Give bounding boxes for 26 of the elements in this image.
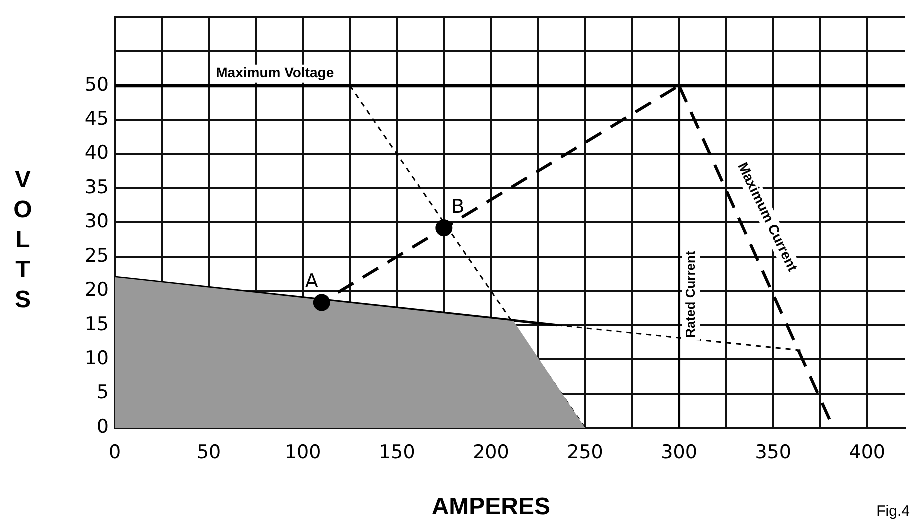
caption: Fig.4 xyxy=(876,503,910,520)
y-tick-label: 0 xyxy=(96,416,109,438)
y-tick-label: 40 xyxy=(84,142,109,164)
annotation: A xyxy=(305,270,318,293)
annotation: Rated Current xyxy=(682,250,698,338)
y-axis-title: VOLTS xyxy=(14,166,32,314)
y-tick-label: 10 xyxy=(84,348,109,370)
x-tick-label: 200 xyxy=(473,441,510,464)
annotation: B xyxy=(452,196,465,218)
x-tick-label: 50 xyxy=(196,441,222,464)
y-tick-label: 45 xyxy=(84,108,109,130)
y-tick-label: 5 xyxy=(96,382,109,404)
ref-line-label: Maximum Voltage xyxy=(216,64,334,81)
x-tick-label: 400 xyxy=(849,441,886,464)
x-tick-label: 150 xyxy=(379,441,416,464)
y-tick-label: 50 xyxy=(84,74,109,96)
y-tick-label: 20 xyxy=(84,279,109,302)
y-tick-label: 25 xyxy=(84,244,109,267)
x-tick-label: 350 xyxy=(755,441,792,464)
x-tick-label: 100 xyxy=(284,441,322,464)
x-tick-label: 300 xyxy=(661,441,698,464)
y-tick-label: 35 xyxy=(84,176,109,198)
x-axis-title: AMPERES xyxy=(432,494,551,521)
y-tick-label: 15 xyxy=(84,313,109,336)
y-tick-label: 30 xyxy=(84,210,109,233)
x-tick-label: 250 xyxy=(567,441,604,464)
